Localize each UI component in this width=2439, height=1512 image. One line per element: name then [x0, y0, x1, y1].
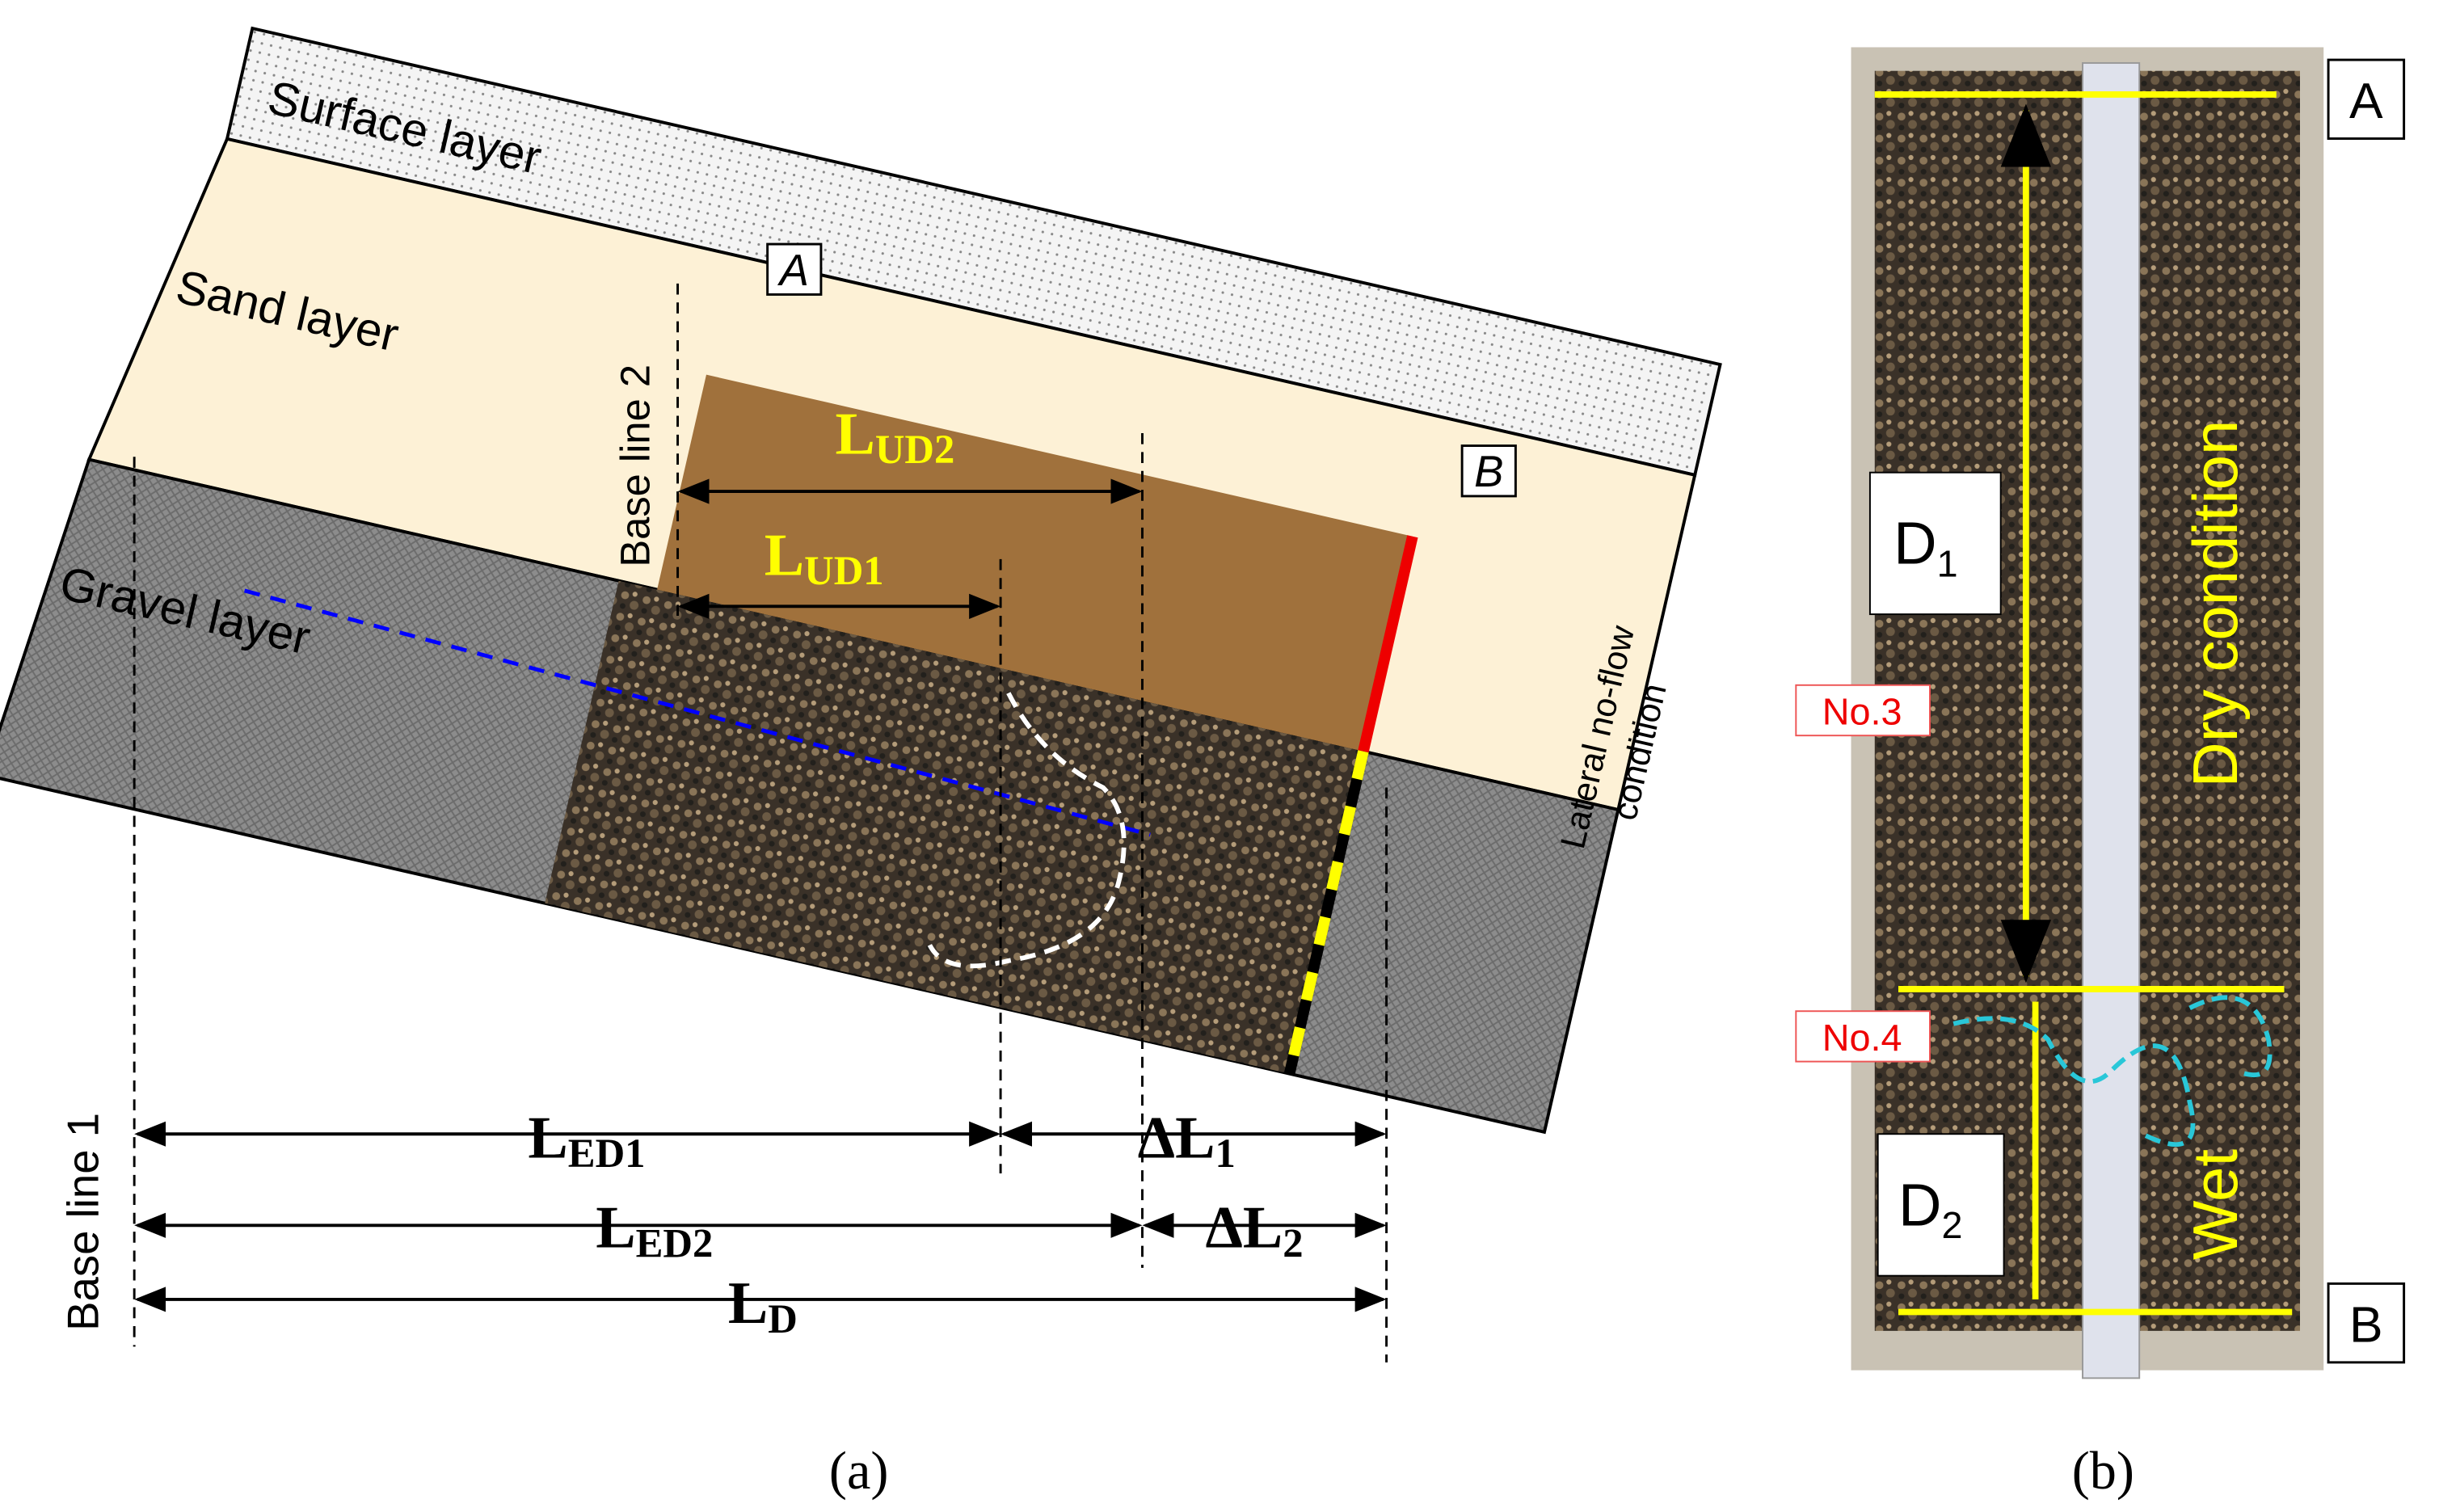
sensor-box: [1795, 1010, 1931, 1063]
caption: (a): [829, 1442, 889, 1501]
marker: B: [1474, 447, 1503, 496]
wet-front: [927, 692, 1127, 969]
sensor-label: No.3: [1822, 691, 1902, 733]
label-box: [1877, 1133, 2005, 1277]
soil-profile: Surface layer Sand layer Gravel layer: [0, 26, 1722, 1135]
distance-label: D2: [1898, 1171, 1963, 1246]
condition-label: Dry condition: [2180, 420, 2251, 788]
svg-text:LED2: LED2: [596, 1195, 713, 1266]
label-box: [1868, 471, 2002, 616]
marker-box: [1460, 444, 1517, 498]
marker: B: [2349, 1298, 2383, 1354]
marker: A: [2349, 74, 2383, 129]
svg-text:LD: LD: [728, 1270, 798, 1341]
dimension-arrows: [134, 478, 1387, 1312]
tape-measure: [2082, 61, 2141, 1379]
svg-text:ΔL2: ΔL2: [1205, 1195, 1303, 1266]
wet-front: [1952, 995, 2273, 1148]
guide-lines: [133, 283, 1388, 1362]
sensor-box: [1795, 684, 1931, 737]
condition-label: Wet: [2180, 1149, 2251, 1260]
base-line-label: Base line 1: [58, 1113, 107, 1331]
svg-text:LUD2: LUD2: [835, 401, 954, 472]
sensor-label: No.4: [1822, 1017, 1902, 1059]
marker-box: [2327, 58, 2406, 140]
distance-label: D1: [1893, 510, 1958, 585]
svg-text:LUD1: LUD1: [765, 522, 884, 593]
base-line-label: Base line 2: [612, 364, 658, 567]
marker: A: [777, 246, 809, 295]
water-table: [243, 588, 1151, 837]
svg-text:ΔL1: ΔL1: [1138, 1105, 1236, 1176]
dimension-labels: LUD2 LUD1 LED1 ΔL1 LED2 ΔL2 LD: [528, 401, 1303, 1341]
marker-box: [2327, 1282, 2406, 1364]
yellow-lines: [1874, 91, 2293, 1316]
marker-box: [766, 242, 823, 296]
caption: (b): [2072, 1442, 2134, 1501]
svg-text:LED1: LED1: [528, 1105, 645, 1176]
